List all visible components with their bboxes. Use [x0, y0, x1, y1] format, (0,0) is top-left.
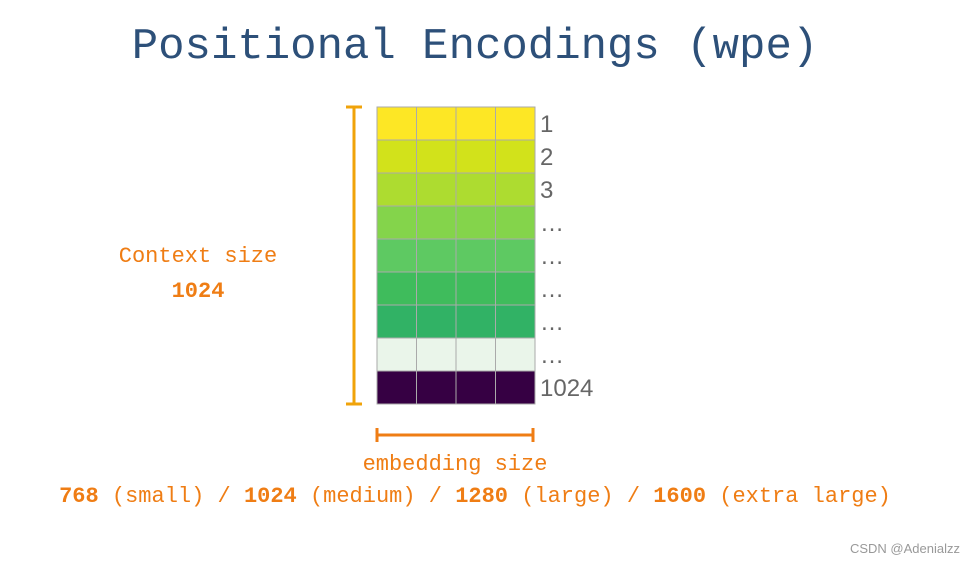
cell: [416, 304, 457, 339]
row-label: …: [540, 342, 564, 369]
context-bracket: [346, 105, 362, 406]
cell: [416, 139, 457, 174]
cell: [376, 139, 417, 174]
size-name: (small): [111, 484, 205, 509]
embedding-bracket: [375, 428, 535, 442]
cell: [455, 106, 496, 141]
cell: [416, 106, 457, 141]
size-value: 1024: [243, 484, 297, 509]
size-name: (large): [521, 484, 614, 509]
cell: [376, 370, 417, 405]
cell: [495, 238, 536, 273]
cell: [376, 337, 417, 372]
watermark: CSDN @Adenialzz: [849, 541, 960, 556]
cell: [416, 271, 457, 306]
cell: [455, 139, 496, 174]
separator: /: [217, 484, 231, 509]
cell: [495, 304, 536, 339]
cell: [495, 337, 536, 372]
cell: [455, 238, 496, 273]
row-label: …: [540, 309, 564, 336]
size-name: (medium): [309, 484, 416, 509]
cell: [376, 106, 417, 141]
row-label: …: [540, 276, 564, 303]
row-label: 1: [540, 111, 553, 138]
cell: [416, 205, 457, 240]
title: Positional Encodings (wpe): [132, 22, 819, 72]
separator: /: [626, 484, 641, 509]
size-value: 1600: [653, 484, 707, 509]
context-value: 1024: [172, 279, 225, 304]
cell: [495, 172, 536, 207]
cell: [416, 370, 457, 405]
cell: [455, 337, 496, 372]
size-name: (extra large): [719, 484, 891, 509]
cell: [376, 205, 417, 240]
model-sizes: 768 (small) / 1024 (medium) / 1280 (larg…: [0, 484, 950, 509]
cell: [495, 106, 536, 141]
cell: [416, 172, 457, 207]
cell: [376, 271, 417, 306]
row-label: 1024: [540, 375, 593, 402]
embedding-label: embedding size: [363, 452, 548, 477]
cell: [376, 304, 417, 339]
cell: [495, 271, 536, 306]
row-label: …: [540, 243, 564, 270]
cell: [376, 238, 417, 273]
separator: /: [428, 484, 442, 509]
row-label: …: [540, 210, 564, 237]
cell: [455, 271, 496, 306]
size-value: 1280: [455, 484, 508, 509]
cell: [495, 139, 536, 174]
context-label: Context size: [119, 244, 277, 269]
cell: [455, 205, 496, 240]
cell: [416, 337, 457, 372]
cell: [416, 238, 457, 273]
cell: [455, 304, 496, 339]
cell: [455, 172, 496, 207]
size-value: 768: [59, 484, 99, 509]
row-label: 2: [540, 144, 553, 171]
cell: [455, 370, 496, 405]
cell: [495, 205, 536, 240]
cell: [495, 370, 536, 405]
matrix: 1 2 3 … … … … … 1024: [376, 106, 593, 405]
cell: [376, 172, 417, 207]
row-label: 3: [540, 177, 553, 204]
